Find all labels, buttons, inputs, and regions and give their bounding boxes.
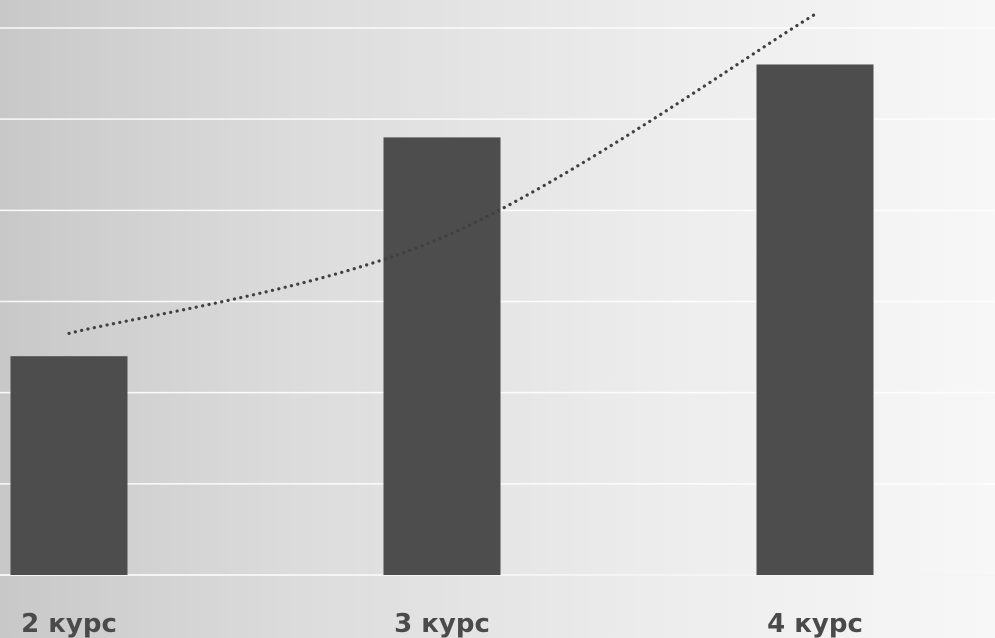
bar xyxy=(383,137,501,575)
trendline xyxy=(67,12,817,336)
category-labels: 2 курс 3 курс 4 курс xyxy=(21,609,863,638)
bar xyxy=(756,64,874,575)
trendline-layer xyxy=(67,12,817,336)
category-label: 3 курс xyxy=(394,609,490,638)
bars xyxy=(10,64,874,575)
category-label: 4 курс xyxy=(767,609,863,638)
category-label: 2 курс xyxy=(21,609,117,638)
bar xyxy=(10,356,128,575)
